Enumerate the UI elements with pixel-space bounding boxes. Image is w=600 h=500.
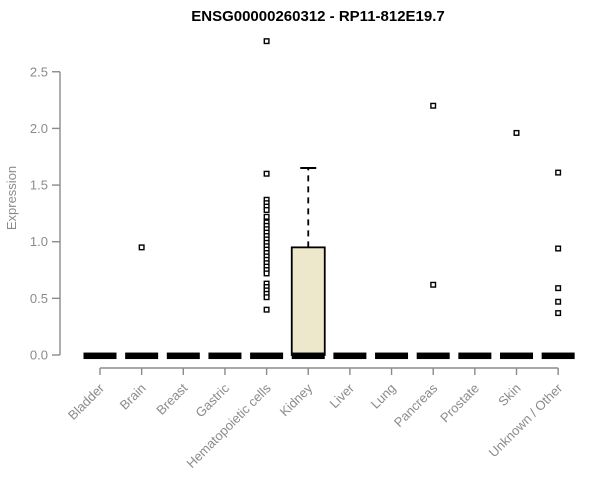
median-bar (458, 352, 492, 360)
median-bar (125, 352, 159, 360)
outlier-point (263, 294, 270, 301)
median-bar (291, 352, 325, 360)
plot-area: 0.0 0.5 1.0 1.5 2.0 2.5 Bladder Brain Breast Gast… (30, 38, 575, 471)
median-bar (333, 352, 367, 360)
x-tick-label: Bladder (65, 380, 108, 423)
x-tick-label: Brain (117, 381, 149, 413)
outlier-point (263, 38, 270, 45)
median-bar (541, 352, 575, 360)
x-tick-label: Kidney (277, 380, 316, 419)
outlier-point (555, 169, 562, 176)
x-tick-label: Lung (368, 381, 399, 412)
outlier-point (263, 306, 270, 313)
x-tick-label: Gastric (192, 380, 232, 420)
y-tick-label: 0.5 (30, 291, 48, 306)
outlier-point (263, 170, 270, 177)
x-tick-label: Unknown / Other (486, 380, 566, 460)
outlier-point (263, 270, 270, 277)
median-bar (375, 352, 409, 360)
x-tick-label: Pancreas (391, 380, 441, 430)
y-tick-label: 0.0 (30, 348, 48, 363)
outlier-point (555, 245, 562, 252)
x-tick-label: Liver (326, 380, 357, 411)
outlier-point (430, 102, 437, 109)
x-tick-label: Skin (495, 381, 523, 409)
outlier-point (430, 281, 437, 288)
x-tick-label: Prostate (437, 381, 482, 426)
outlier-point (138, 244, 145, 251)
median-bar (166, 352, 200, 360)
median-bar (416, 352, 450, 360)
y-axis-label: Expression (4, 166, 19, 230)
y-tick-label: 1.0 (30, 234, 48, 249)
box-kidney (290, 246, 326, 356)
outlier-point (513, 129, 520, 136)
outlier-point (263, 206, 270, 213)
y-tick-label: 2.5 (30, 64, 48, 79)
y-tick-label: 2.0 (30, 121, 48, 136)
outlier-point (555, 298, 562, 305)
chart-title: ENSG00000260312 - RP11-812E19.7 (191, 8, 445, 25)
outlier-point (555, 310, 562, 317)
median-bar (500, 352, 533, 360)
median-bar (250, 352, 284, 360)
outlier-point (263, 213, 270, 220)
x-tick-label: Breast (153, 380, 190, 417)
median-bar (83, 352, 117, 360)
y-tick-label: 1.5 (30, 178, 48, 193)
median-bar (208, 352, 242, 360)
outlier-point (555, 285, 562, 292)
